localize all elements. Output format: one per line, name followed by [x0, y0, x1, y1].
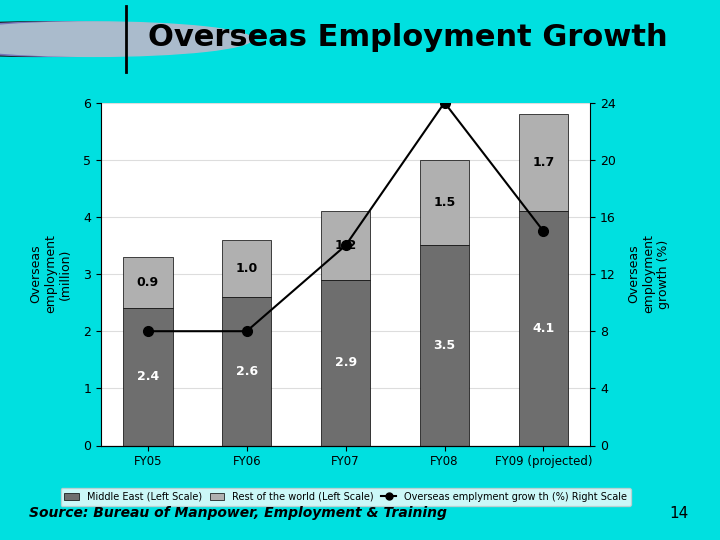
- Bar: [518, 211, 568, 446]
- Bar: [222, 297, 271, 445]
- Text: Source: Bureau of Manpower, Employment & Training: Source: Bureau of Manpower, Employment &…: [29, 507, 446, 520]
- Text: 14: 14: [670, 506, 689, 521]
- Bar: [420, 160, 469, 246]
- Text: 4.1: 4.1: [532, 322, 554, 335]
- Y-axis label: Overseas
employment
(million): Overseas employment (million): [29, 234, 72, 314]
- Text: 1.7: 1.7: [532, 156, 554, 169]
- Text: 1.2: 1.2: [335, 239, 356, 252]
- Bar: [123, 308, 173, 446]
- Bar: [321, 280, 370, 446]
- Legend: Middle East (Left Scale), Rest of the world (Left Scale), Overseas emplyment gro: Middle East (Left Scale), Rest of the wo…: [60, 488, 631, 506]
- Circle shape: [0, 22, 252, 56]
- Circle shape: [0, 22, 223, 56]
- Bar: [518, 114, 568, 211]
- Text: 3.5: 3.5: [433, 339, 456, 352]
- Text: 2.6: 2.6: [235, 364, 258, 377]
- Bar: [222, 240, 271, 297]
- Text: 2.9: 2.9: [335, 356, 356, 369]
- Bar: [420, 246, 469, 446]
- Text: Overseas Employment Growth: Overseas Employment Growth: [148, 23, 667, 52]
- Bar: [123, 257, 173, 308]
- Y-axis label: Overseas
employment
growth (%): Overseas employment growth (%): [627, 234, 670, 314]
- Circle shape: [0, 22, 194, 56]
- Bar: [321, 211, 370, 280]
- Text: 1.5: 1.5: [433, 196, 456, 209]
- Text: 1.0: 1.0: [235, 262, 258, 275]
- Text: 0.9: 0.9: [137, 276, 159, 289]
- Text: 2.4: 2.4: [137, 370, 159, 383]
